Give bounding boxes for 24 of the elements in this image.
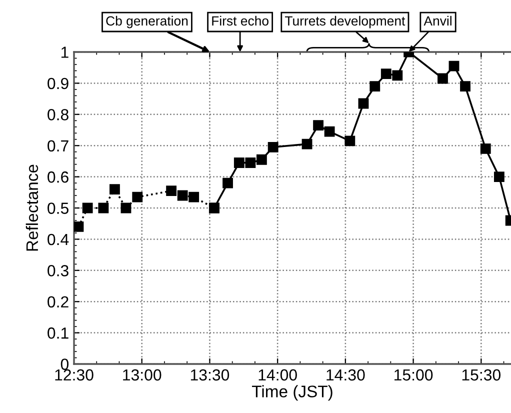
text: Turrets development (284, 16, 406, 28)
y-tick-label: 0.5 (48, 202, 68, 214)
y-tick-label: 0.3 (48, 265, 68, 276)
annotation: Anvil (424, 16, 452, 26)
y-tick-label: 0 (60, 358, 69, 370)
y-tick-label: 0.9 (48, 78, 68, 90)
y-tick-label: 0.1 (48, 327, 68, 339)
y-tick-label: 0.8 (48, 109, 68, 120)
x-tick-label: 12:30 (55, 369, 94, 381)
text: Cb generation (106, 16, 188, 28)
x-tick-label: 13:30 (190, 369, 230, 381)
x-tick-label: 13:00 (123, 369, 162, 381)
y-tick-label: 0.7 (48, 140, 68, 152)
text: First echo (212, 16, 268, 26)
x-tick-label: 14:30 (326, 369, 365, 381)
y-tick-label: 0.6 (48, 171, 68, 183)
y-tick-label: 0.4 (48, 234, 69, 246)
x-tick-label: 15:00 (394, 369, 433, 381)
x-axis-title: Time (JST) (252, 385, 332, 401)
x-tick-label: 14:00 (258, 369, 297, 381)
y-tick-label: 0.2 (48, 296, 68, 308)
y-tick-label: 1 (61, 46, 68, 58)
x-tick-label: 15:30 (462, 369, 501, 381)
y-axis-title: Reflectance (26, 164, 38, 251)
